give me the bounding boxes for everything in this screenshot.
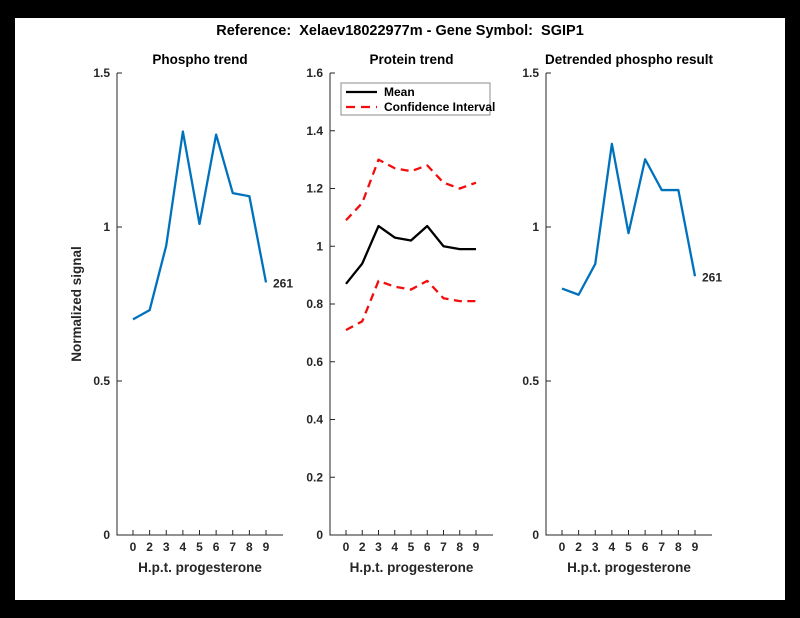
phospho-trend-x-tick-label: 7 [229,540,236,554]
protein-trend-xlabel: H.p.t. progesterone [350,560,474,575]
protein-trend-x-tick-label: 6 [424,540,431,554]
phospho-trend-y-tick-label: 0 [103,528,110,542]
detrended-phospho-result-x-tick-label: 6 [642,540,649,554]
phospho-trend-xlabel: H.p.t. progesterone [138,560,262,575]
detrended-phospho-result-x-tick-label: 9 [692,540,699,554]
detrended-phospho-result-x-tick-label: 8 [675,540,682,554]
detrended-phospho-result-line-detrended-phospho [561,142,697,296]
phospho-trend-y-tick-label: 1 [103,220,110,234]
protein-trend-x-tick-label: 0 [343,540,350,554]
phospho-trend-y-tick-label: 0.5 [93,374,110,388]
phospho-trend-line-phospho [132,130,268,321]
protein-trend-x-tick-label: 4 [391,540,398,554]
protein-trend-legend-label-mean: Mean [384,85,415,99]
protein-trend-line-mean [345,224,476,285]
protein-trend-line-confidence-interval-lower [345,279,476,332]
protein-trend-y-tick-label: 1 [316,239,323,253]
phospho-trend-x-tick-label: 2 [146,540,153,554]
protein-trend-axes [329,73,493,536]
phospho-trend-x-tick-label: 8 [246,540,253,554]
detrended-phospho-result-x-tick-label: 5 [625,540,632,554]
detrended-phospho-result-annotation: 261 [702,270,722,284]
protein-trend-y-tick-label: 0.6 [306,355,323,369]
phospho-trend-x-tick-label: 4 [180,540,187,554]
phospho-trend-annotation: 261 [273,276,293,290]
protein-trend-line-confidence-interval-upper [345,158,477,222]
detrended-phospho-result-axes [545,73,712,536]
detrended-phospho-result-x-tick-label: 4 [609,540,616,554]
protein-trend-x-tick-label: 5 [408,540,415,554]
protein-trend-y-tick-label: 0.8 [306,297,323,311]
protein-trend-y-tick-label: 1.6 [306,66,323,80]
phospho-trend-x-tick-label: 9 [263,540,270,554]
protein-trend-y-tick-label: 1.2 [306,182,323,196]
phospho-trend-x-tick-label: 0 [130,540,137,554]
protein-trend-x-tick-label: 2 [359,540,366,554]
detrended-phospho-result-x-tick-label: 2 [575,540,582,554]
phospho-trend-y-tick-label: 1.5 [93,66,110,80]
phospho-trend-ylabel: Normalized signal [69,246,84,362]
protein-trend-legend-label-confidence-interval: Confidence Interval [384,100,495,114]
phospho-trend-x-tick-label: 5 [196,540,203,554]
protein-trend-x-tick-label: 7 [440,540,447,554]
figure-title: Reference: Xelaev18022977m - Gene Symbol… [216,23,584,39]
detrended-phospho-result-y-tick-label: 1.5 [522,66,539,80]
detrended-phospho-result-y-tick-label: 0 [532,528,539,542]
detrended-phospho-result-y-tick-label: 0.5 [522,374,539,388]
phospho-trend-x-tick-label: 6 [213,540,220,554]
protein-trend-y-tick-label: 1.4 [306,124,323,138]
figure-background: Reference: Xelaev18022977m - Gene Symbol… [15,18,785,600]
protein-trend-x-tick-label: 8 [456,540,463,554]
protein-trend-x-tick-label: 9 [473,540,480,554]
protein-trend-legend-box [340,82,491,116]
phospho-trend-title: Phospho trend [152,52,247,67]
detrended-phospho-result-title: Detrended phospho result [545,52,714,67]
detrended-phospho-result-x-tick-label: 3 [592,540,599,554]
detrended-phospho-result-x-tick-label: 0 [559,540,566,554]
protein-trend-title: Protein trend [369,52,453,67]
detrended-phospho-result-x-tick-label: 7 [658,540,665,554]
phospho-trend-x-tick-label: 3 [163,540,170,554]
protein-trend-y-tick-label: 0 [316,528,323,542]
detrended-phospho-result-xlabel: H.p.t. progesterone [567,560,691,575]
protein-trend-y-tick-label: 0.4 [306,413,323,427]
detrended-phospho-result-y-tick-label: 1 [532,220,539,234]
protein-trend-y-tick-label: 0.2 [306,470,323,484]
phospho-trend-axes [116,73,283,536]
protein-trend-x-tick-label: 3 [375,540,382,554]
